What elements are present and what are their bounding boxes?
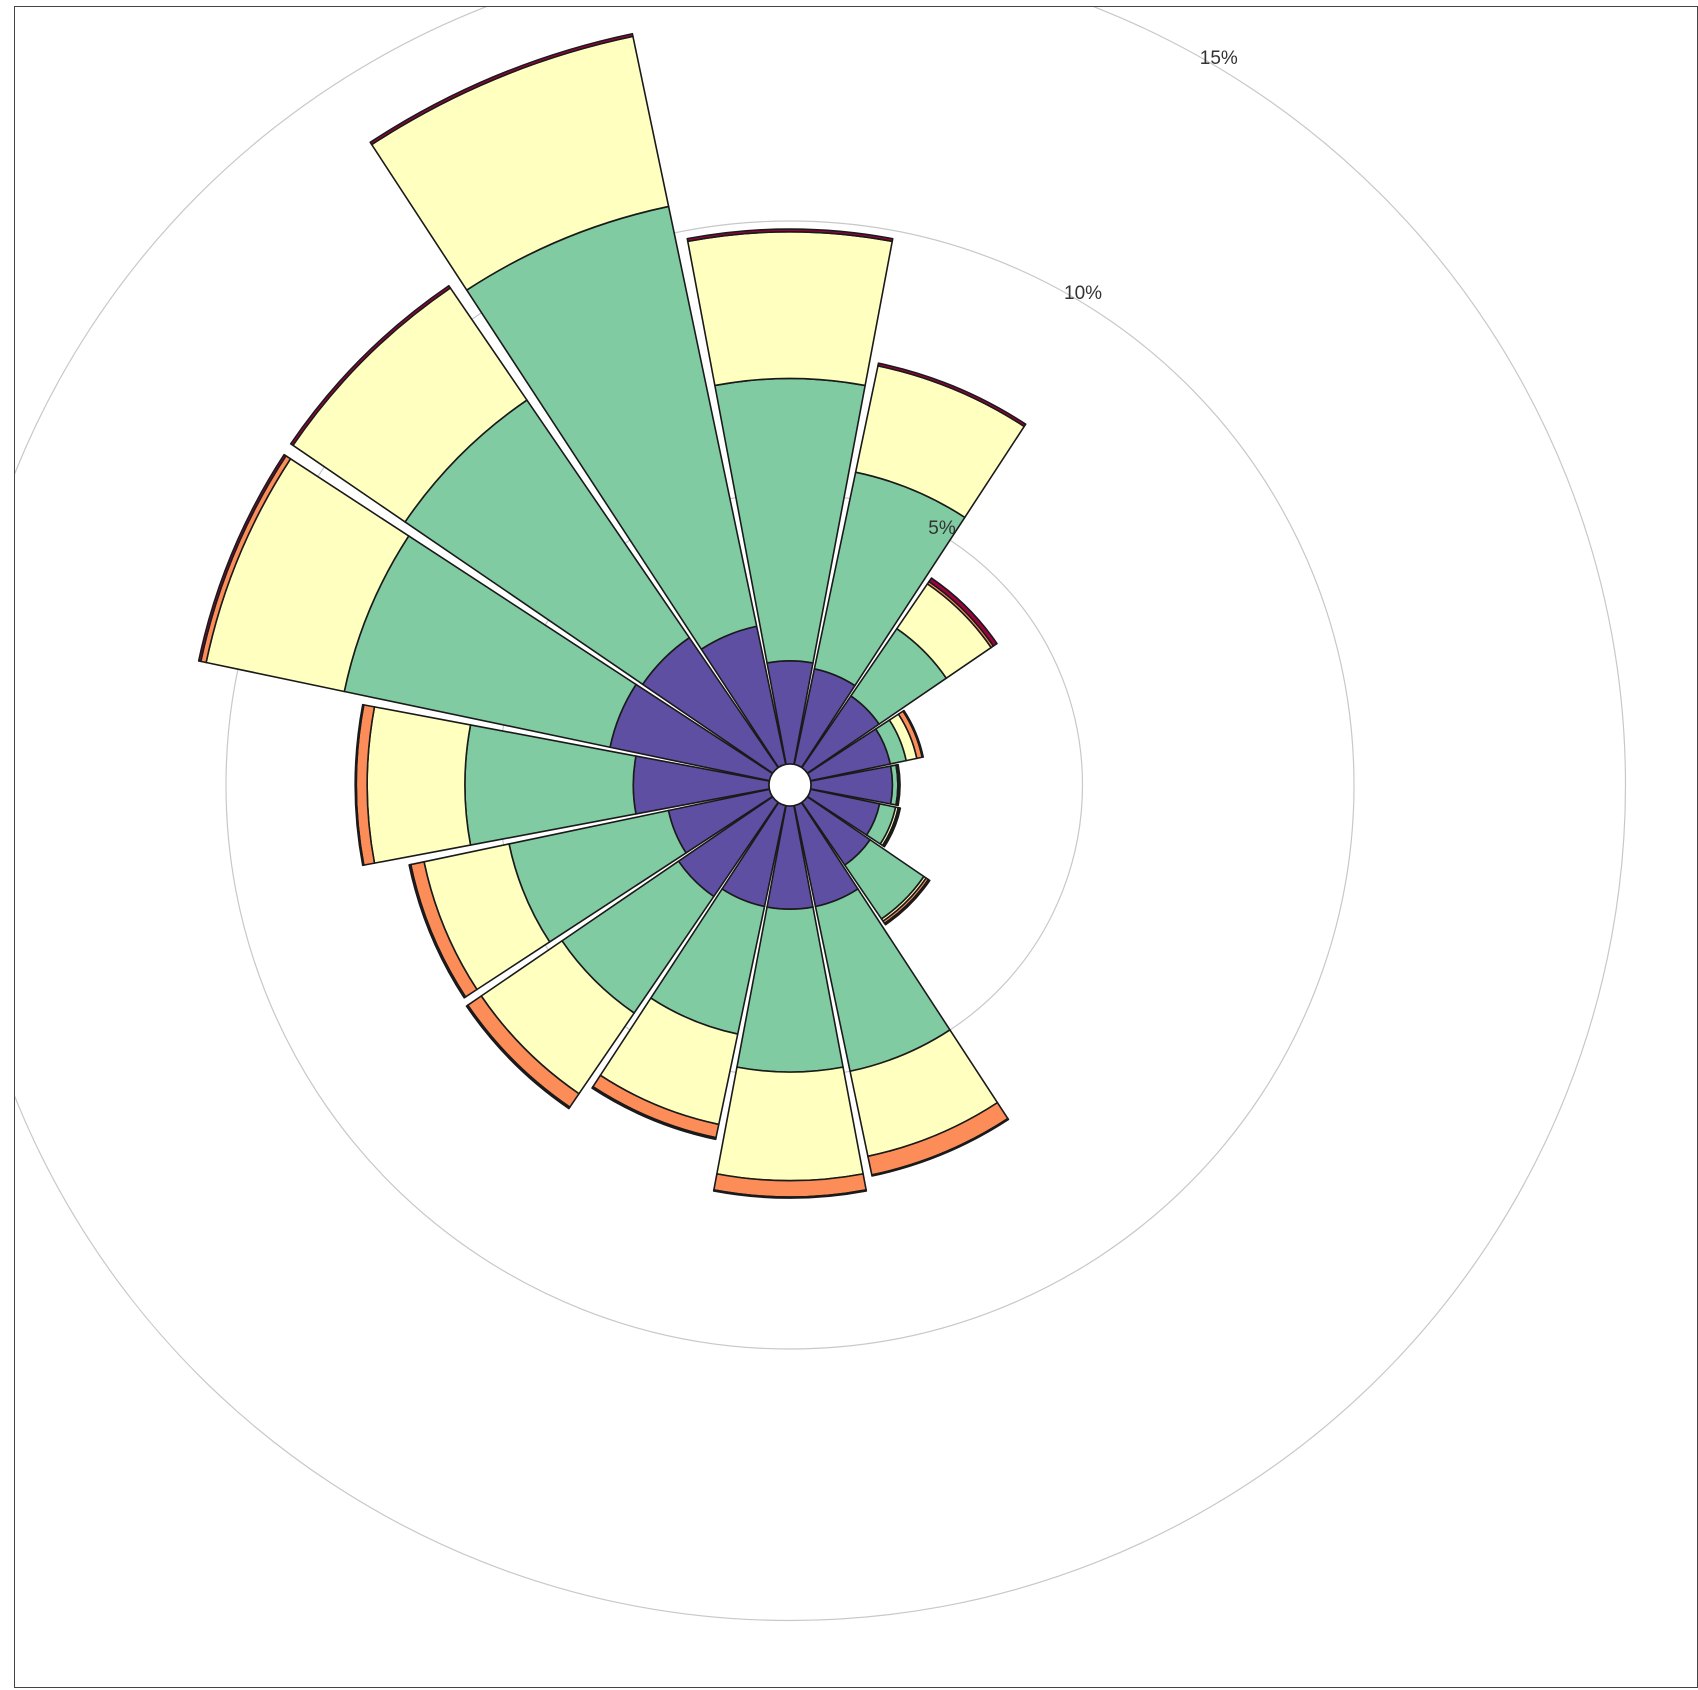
wedge-dir-337.5-bin-5 bbox=[369, 32, 634, 146]
wedge-dir-0-bin-3 bbox=[686, 231, 894, 387]
wind-rose-chart: 5% 10% 15% bbox=[15, 7, 1626, 1621]
wedge-dir-0-bin-5 bbox=[686, 228, 894, 243]
wedge-dir-45-bin-5 bbox=[928, 577, 998, 647]
wedge-dir-270-bin-3 bbox=[366, 706, 472, 864]
wedge-dir-202.5-bin-5 bbox=[591, 1085, 717, 1141]
wedge-dir-90-bin-5 bbox=[896, 763, 901, 807]
wedge-dir-315-bin-5 bbox=[289, 284, 452, 447]
wedge-dir-22.5-bin-5 bbox=[877, 362, 1027, 428]
grid-ring-10 bbox=[225, 220, 1355, 1350]
wedge-dir-135-bin-5 bbox=[883, 878, 931, 926]
calm-center-circle bbox=[768, 763, 812, 807]
wedge-dir-247.5-bin-5 bbox=[408, 863, 467, 999]
wedge-dir-67.5-bin-5 bbox=[902, 709, 925, 759]
wedge-dir-180-bin-3 bbox=[716, 1066, 864, 1182]
wedge-dir-157.5-bin-5 bbox=[871, 1117, 1010, 1177]
wedge-dir-180-bin-5 bbox=[712, 1189, 868, 1199]
wedge-dir-225-bin-5 bbox=[465, 1004, 571, 1110]
wedge-layer bbox=[197, 32, 1027, 1199]
ring-label-5: 5% bbox=[928, 518, 956, 539]
ring-label-10: 10% bbox=[1064, 283, 1102, 304]
ring-label-15: 15% bbox=[1200, 48, 1238, 69]
wedge-dir-292.5-bin-5 bbox=[197, 453, 287, 663]
grid-ring-15 bbox=[15, 7, 1626, 1621]
wedge-dir-270-bin-5 bbox=[354, 703, 365, 867]
chart-frame: 5% 10% 15% bbox=[14, 6, 1698, 1688]
wedge-dir-112.5-bin-5 bbox=[882, 807, 902, 848]
label-layer: 5% 10% 15% bbox=[928, 48, 1238, 539]
